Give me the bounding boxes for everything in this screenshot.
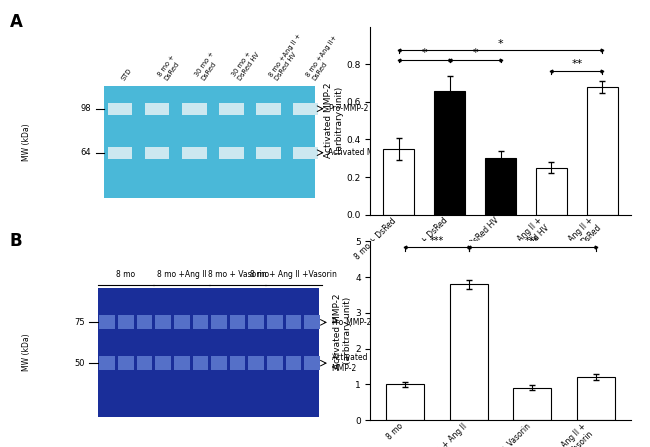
Bar (587, 87, 618, 215)
Text: **: ** (571, 59, 582, 69)
Bar (293, 147, 318, 159)
Bar (450, 284, 488, 420)
Bar (118, 356, 134, 370)
Bar (99, 316, 115, 329)
Bar (384, 149, 414, 215)
Text: 8 mo +Ang II +
DsRed HV: 8 mo +Ang II + DsRed HV (268, 33, 308, 82)
Bar (267, 356, 283, 370)
Text: 64: 64 (81, 148, 91, 157)
Bar (211, 316, 227, 329)
Bar (386, 384, 424, 420)
Bar (485, 158, 516, 215)
Bar (174, 316, 190, 329)
Text: ***: *** (525, 236, 540, 246)
Y-axis label: Activated MMP-2
(arbitrary unit): Activated MMP-2 (arbitrary unit) (333, 293, 352, 368)
Bar (118, 316, 134, 329)
Bar (267, 316, 283, 329)
Bar (104, 86, 315, 198)
Bar (219, 103, 244, 114)
Bar (211, 356, 227, 370)
Bar (145, 103, 170, 114)
Bar (136, 356, 152, 370)
Text: *: * (498, 39, 503, 49)
Bar (219, 147, 244, 159)
Bar (145, 147, 170, 159)
Bar (256, 147, 281, 159)
Bar (182, 103, 207, 114)
Text: MW (kDa): MW (kDa) (21, 333, 31, 371)
Text: B: B (10, 232, 22, 250)
Bar (293, 103, 318, 114)
Bar (304, 356, 320, 370)
Bar (192, 316, 208, 329)
Bar (434, 91, 465, 215)
Text: 98: 98 (81, 104, 91, 113)
Text: 8 mo+ Ang II +Vasorin: 8 mo+ Ang II +Vasorin (250, 270, 337, 279)
Bar (108, 103, 133, 114)
Text: Pro-MMP-2: Pro-MMP-2 (328, 104, 369, 113)
Text: 8 mo +Ang II: 8 mo +Ang II (157, 270, 207, 279)
Bar (229, 316, 245, 329)
Bar (577, 377, 615, 420)
Bar (536, 168, 567, 215)
Bar (174, 356, 190, 370)
Text: Pro-MMP-2: Pro-MMP-2 (332, 318, 372, 327)
Bar (229, 356, 245, 370)
Text: 30 mo +
DsRed HV: 30 mo + DsRed HV (231, 48, 261, 82)
Text: *: * (472, 48, 478, 58)
Bar (99, 356, 115, 370)
Text: Activated
MMP-2: Activated MMP-2 (332, 354, 368, 373)
Bar (182, 147, 207, 159)
Bar (304, 316, 320, 329)
Bar (514, 388, 551, 420)
Text: 30 mo +
DsRed: 30 mo + DsRed (194, 51, 222, 82)
Bar (155, 356, 171, 370)
Bar (136, 316, 152, 329)
Text: 50: 50 (74, 358, 85, 367)
Bar (98, 288, 318, 417)
Bar (285, 356, 301, 370)
Text: ***: *** (430, 236, 444, 246)
Text: *: * (421, 48, 427, 58)
Y-axis label: Activated MMP-2
(arbitrary unit): Activated MMP-2 (arbitrary unit) (324, 83, 344, 158)
Text: A: A (10, 13, 23, 31)
Bar (256, 103, 281, 114)
Text: 8 mo +
DsRed: 8 mo + DsRed (157, 54, 182, 82)
Bar (285, 316, 301, 329)
Text: 75: 75 (74, 318, 85, 327)
Bar (108, 147, 133, 159)
Text: MW (kDa): MW (kDa) (21, 123, 31, 161)
Text: 8 mo: 8 mo (116, 270, 135, 279)
Bar (248, 356, 264, 370)
Text: STD: STD (120, 67, 133, 82)
Bar (192, 356, 208, 370)
Bar (155, 316, 171, 329)
Bar (248, 316, 264, 329)
Text: Activated MMP-2: Activated MMP-2 (328, 148, 393, 157)
Text: 8 mo +Ang II+
DsRed: 8 mo +Ang II+ DsRed (306, 34, 345, 82)
Text: 8 mo + Vasorin: 8 mo + Vasorin (208, 270, 267, 279)
